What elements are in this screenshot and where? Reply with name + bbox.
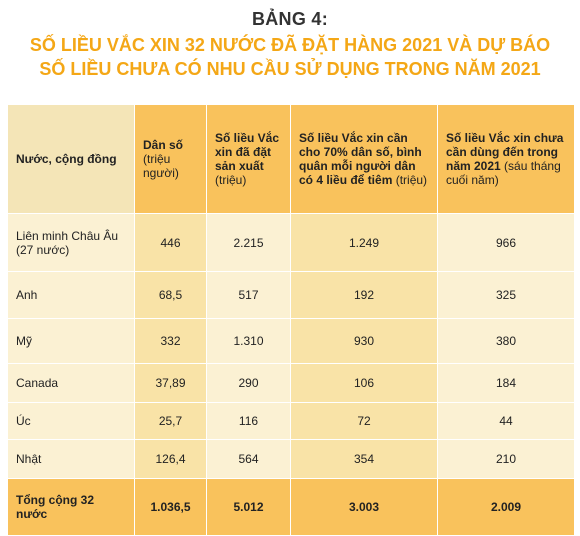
cell-needed: 72 [290, 402, 438, 440]
cell-ordered: 564 [206, 439, 291, 479]
cell-population: 25,7 [134, 402, 207, 440]
cell-unused: 325 [437, 271, 575, 319]
cell-ordered: 116 [206, 402, 291, 440]
cell-population: 332 [134, 318, 207, 364]
table-row: Úc 25,7 116 72 44 [7, 402, 575, 440]
cell-country: Anh [7, 271, 135, 319]
total-label: Tổng cộng 32 nước [7, 478, 135, 536]
cell-ordered: 517 [206, 271, 291, 319]
col-header-unused: Số liều Vắc xin chưa cần dùng đến trong … [437, 104, 575, 214]
total-population: 1.036,5 [134, 478, 207, 536]
cell-country: Canada [7, 363, 135, 403]
cell-unused: 44 [437, 402, 575, 440]
col-header-needed: Số liều Vắc xin cần cho 70% dân số, bình… [290, 104, 438, 214]
col-unit-unused: (sáu tháng cuối năm) [446, 159, 561, 187]
cell-country: Úc [7, 402, 135, 440]
cell-population: 68,5 [134, 271, 207, 319]
cell-ordered: 290 [206, 363, 291, 403]
table-row: Mỹ 332 1.310 930 380 [7, 318, 575, 364]
cell-needed: 106 [290, 363, 438, 403]
cell-population: 126,4 [134, 439, 207, 479]
header-row: Nước, cộng đồng Dân số (triệu người) Số … [7, 104, 575, 214]
table-row: Anh 68,5 517 192 325 [7, 271, 575, 319]
cell-population: 446 [134, 213, 207, 272]
cell-unused: 966 [437, 213, 575, 272]
cell-population: 37,89 [134, 363, 207, 403]
cell-unused: 380 [437, 318, 575, 364]
cell-country: Mỹ [7, 318, 135, 364]
cell-ordered: 2.215 [206, 213, 291, 272]
cell-needed: 930 [290, 318, 438, 364]
total-row: Tổng cộng 32 nước 1.036,5 5.012 3.003 2.… [7, 478, 575, 536]
col-header-ordered: Số liều Vắc xin đã đặt sản xuất (triệu) [206, 104, 291, 214]
table-row: Canada 37,89 290 106 184 [7, 363, 575, 403]
total-unused: 2.009 [437, 478, 575, 536]
col-header-country: Nước, cộng đồng [7, 104, 135, 214]
cell-country: Liên minh Châu Âu (27 nước) [7, 213, 135, 272]
title-block: BẢNG 4: SỐ LIỀU VẮC XIN 32 NƯỚC ĐÃ ĐẶT H… [0, 0, 580, 81]
cell-unused: 210 [437, 439, 575, 479]
total-ordered: 5.012 [206, 478, 291, 536]
cell-needed: 1.249 [290, 213, 438, 272]
col-unit-ordered: (triệu) [215, 173, 247, 187]
vaccine-table: Nước, cộng đồng Dân số (triệu người) Số … [7, 104, 575, 536]
total-needed: 3.003 [290, 478, 438, 536]
col-unit-needed: (triệu) [395, 173, 428, 187]
table-row: Nhật 126,4 564 354 210 [7, 439, 575, 479]
cell-needed: 192 [290, 271, 438, 319]
table-row: Liên minh Châu Âu (27 nước) 446 2.215 1.… [7, 213, 575, 272]
cell-ordered: 1.310 [206, 318, 291, 364]
col-unit-population: (triệu người) [143, 152, 179, 180]
cell-needed: 354 [290, 439, 438, 479]
cell-country: Nhật [7, 439, 135, 479]
table-headline: SỐ LIỀU VẮC XIN 32 NƯỚC ĐÃ ĐẶT HÀNG 2021… [29, 35, 551, 79]
table-label: BẢNG 4: [251, 9, 329, 29]
cell-unused: 184 [437, 363, 575, 403]
col-header-population: Dân số (triệu người) [134, 104, 207, 214]
